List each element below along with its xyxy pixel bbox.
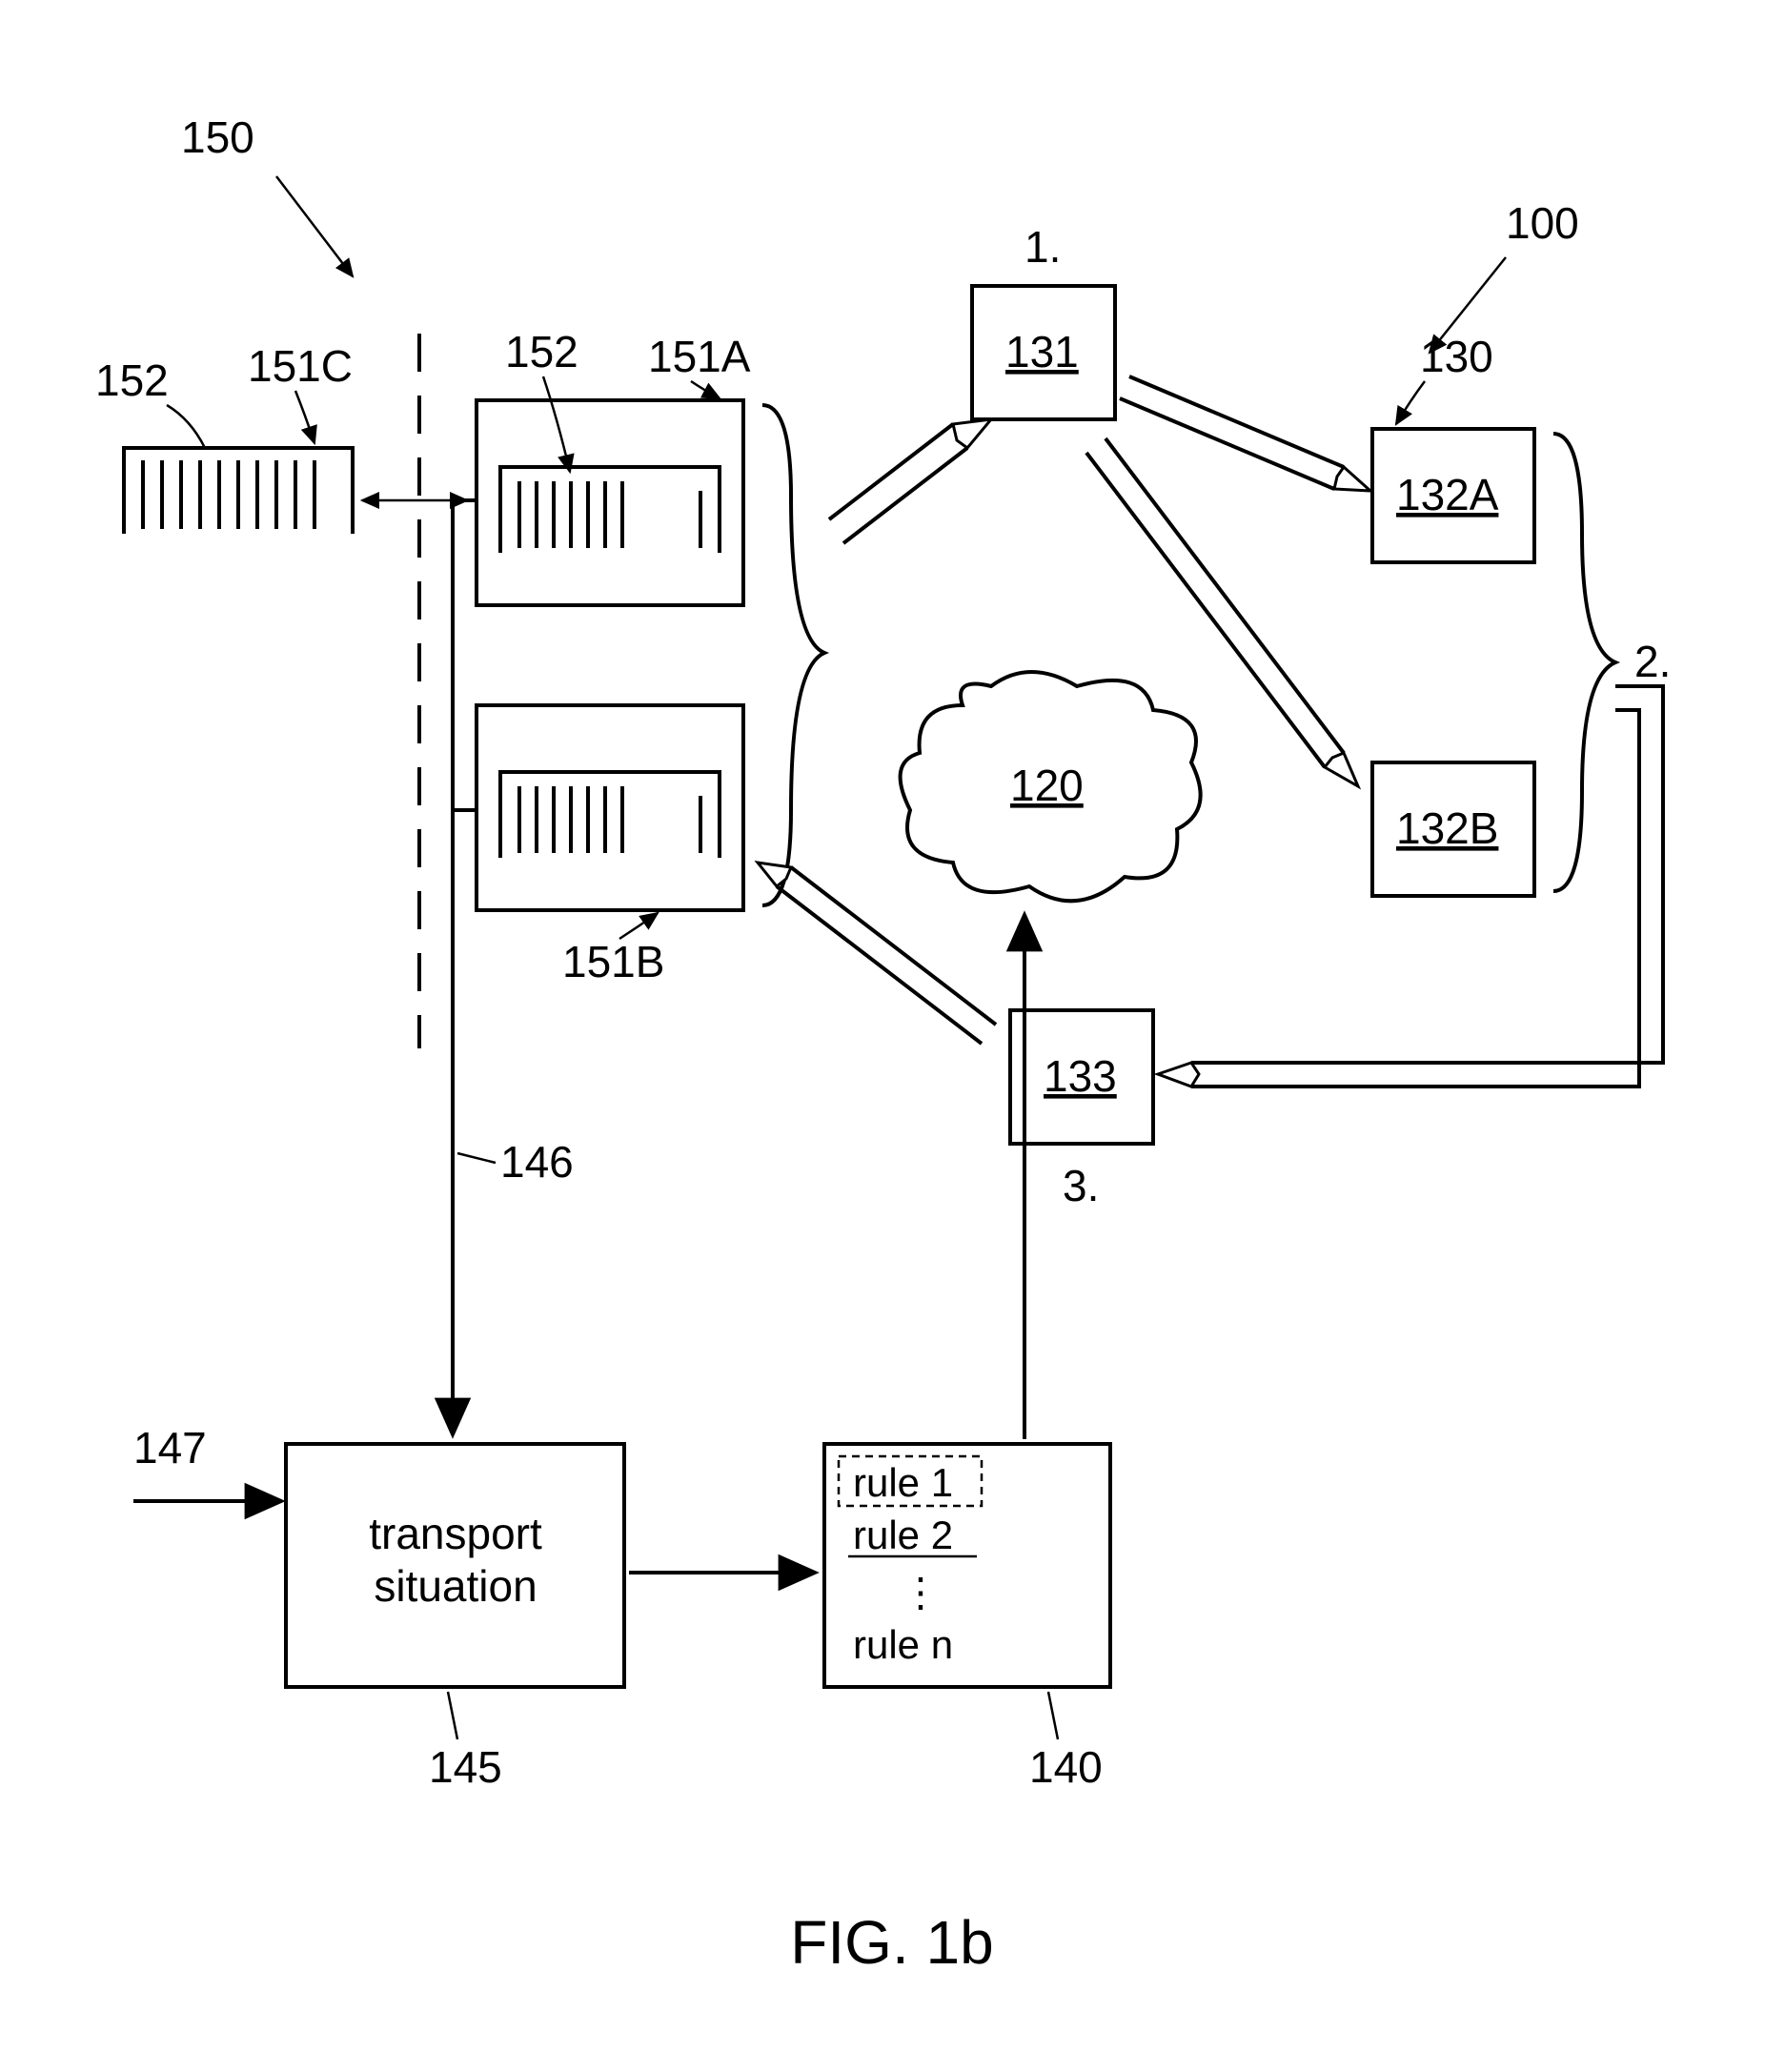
pointer-150 — [276, 176, 353, 276]
text-rule2: rule 2 — [853, 1513, 953, 1557]
arrow-2-to-133 — [1158, 686, 1663, 1087]
ref-146: 146 — [500, 1137, 574, 1187]
figure-caption: FIG. 1b — [790, 1908, 993, 1977]
pointer-151B — [619, 913, 658, 939]
step-1: 1. — [1024, 222, 1061, 272]
ref-120: 120 — [1010, 761, 1084, 810]
pointer-151C — [295, 391, 314, 443]
text-rule1: rule 1 — [853, 1460, 953, 1505]
arrow-group-to-131 — [829, 419, 991, 543]
carrier-connector-left — [453, 500, 477, 810]
pointer-130 — [1396, 381, 1425, 424]
ref-132A: 132A — [1396, 470, 1499, 519]
box-151A — [477, 400, 743, 605]
diagram-svg: 150 100 152 151C 152 151A 151B 146 131 1… — [0, 0, 1785, 2072]
ref-147: 147 — [133, 1423, 207, 1473]
pointer-145 — [448, 1692, 457, 1739]
ref-140: 140 — [1029, 1742, 1103, 1792]
ref-131: 131 — [1005, 327, 1079, 376]
brace-left-group — [762, 405, 824, 905]
pointer-140 — [1048, 1692, 1058, 1739]
ref-145: 145 — [429, 1742, 502, 1792]
pointer-152-left — [167, 405, 205, 448]
text-dots: ⋮ — [901, 1570, 941, 1615]
ref-100: 100 — [1506, 198, 1579, 248]
pointer-152-right — [543, 376, 570, 472]
text-rulen: rule n — [853, 1622, 953, 1667]
ref-133: 133 — [1044, 1051, 1117, 1101]
ref-130: 130 — [1420, 332, 1493, 381]
pointer-146 — [457, 1153, 496, 1163]
text-transport: transportsituation — [369, 1509, 542, 1611]
step-3: 3. — [1063, 1161, 1099, 1210]
arrow-131-to-132B — [1086, 438, 1358, 786]
ref-132B: 132B — [1396, 803, 1498, 853]
ref-152-left: 152 — [95, 355, 169, 405]
ref-151A: 151A — [648, 332, 751, 381]
ref-152-right: 152 — [505, 327, 578, 376]
pointer-151A — [691, 381, 720, 398]
arrow-131-to-132A — [1120, 376, 1370, 491]
ref-151B: 151B — [562, 937, 664, 986]
ref-151C: 151C — [248, 341, 353, 391]
step-2: 2. — [1634, 637, 1671, 686]
arrow-133-to-left — [758, 863, 996, 1044]
carrier-151C — [124, 448, 353, 534]
brace-right-group — [1553, 434, 1615, 891]
ref-150: 150 — [181, 112, 254, 162]
box-151B — [477, 705, 743, 910]
